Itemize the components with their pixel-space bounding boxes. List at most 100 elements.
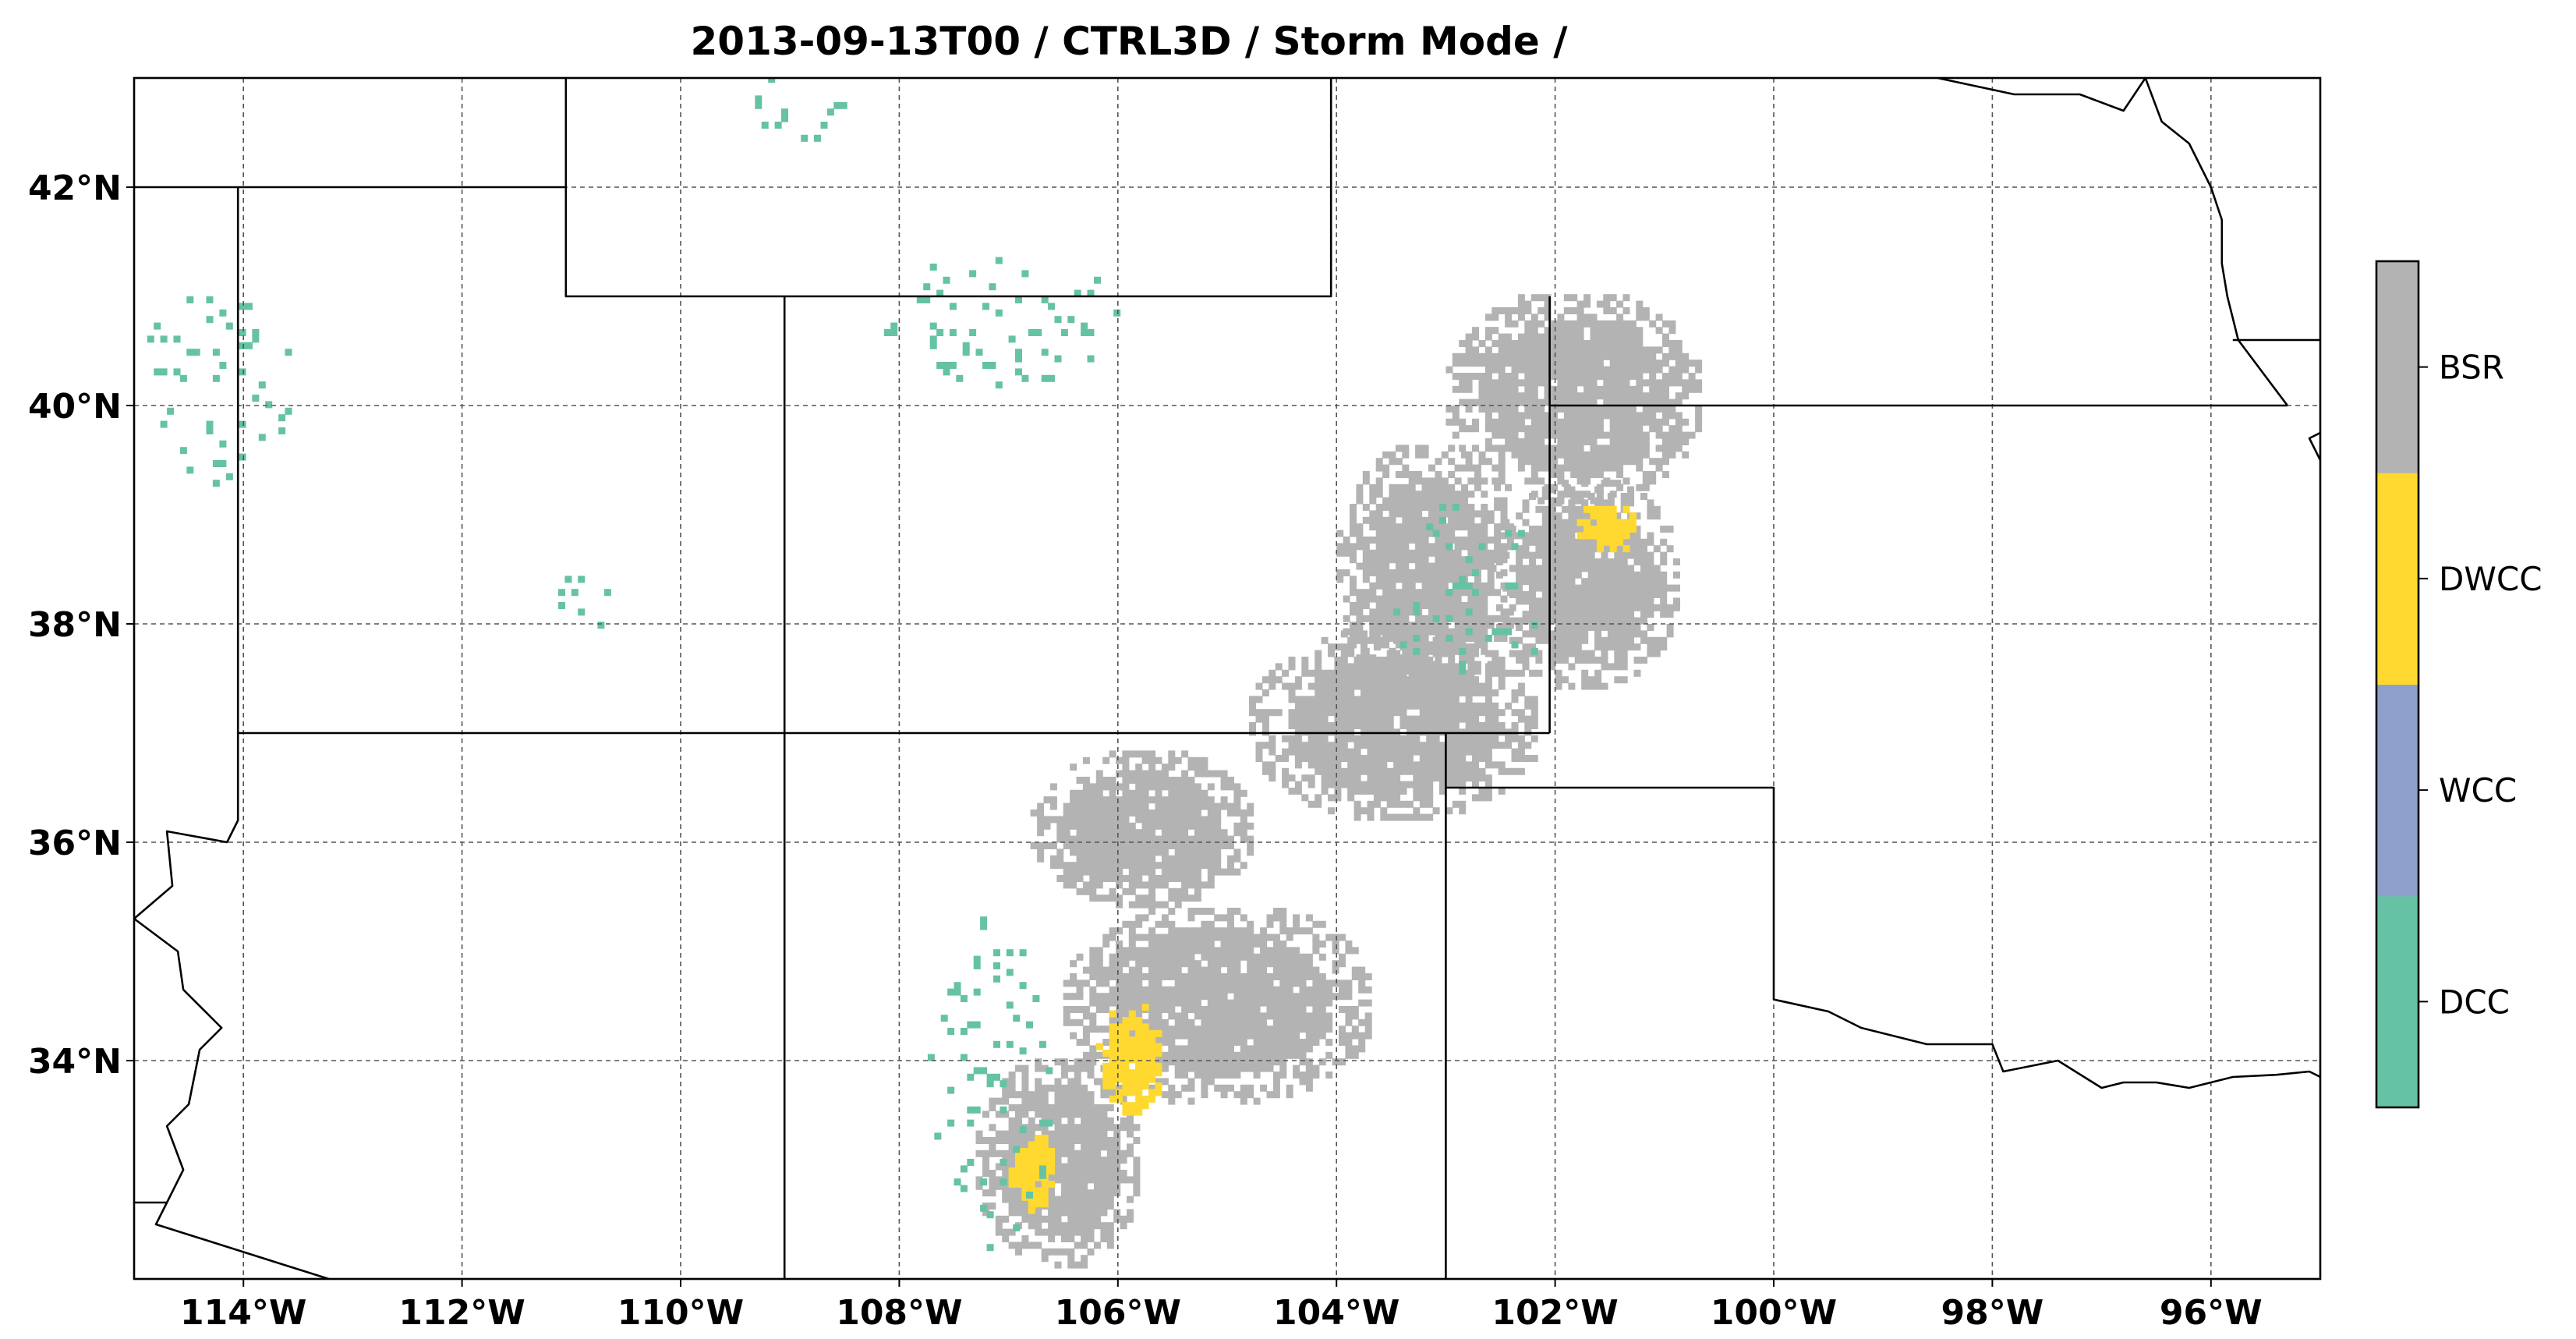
- pixel-bsr: [1260, 1084, 1268, 1092]
- pixel-bsr: [1122, 783, 1130, 791]
- pixel-bsr: [1465, 657, 1473, 664]
- pixel-bsr: [1247, 809, 1254, 817]
- pixel-bsr: [1568, 643, 1576, 651]
- pixel-bsr: [1601, 643, 1608, 651]
- pixel-bsr: [1028, 1117, 1035, 1125]
- pixel-bsr: [1350, 589, 1357, 597]
- pixel-bsr: [1299, 1058, 1307, 1066]
- pixel-bsr: [1035, 1104, 1042, 1111]
- pixel-bsr: [1054, 1176, 1062, 1184]
- pixel-bsr: [1214, 973, 1222, 980]
- pixel-bsr: [1535, 611, 1543, 618]
- pixel-bsr: [1459, 379, 1467, 387]
- pixel-bsr: [1187, 763, 1195, 771]
- pixel-dcc: [597, 622, 605, 629]
- pixel-bsr: [1161, 993, 1169, 1001]
- pixel-bsr: [1187, 933, 1195, 941]
- pixel-bsr: [1056, 816, 1064, 824]
- pixel-bsr: [1636, 464, 1644, 472]
- pixel-bsr: [1347, 794, 1355, 802]
- pixel-bsr: [1574, 650, 1582, 657]
- pixel-bsr: [1563, 333, 1571, 341]
- pixel-bsr: [1207, 822, 1215, 830]
- pixel-bsr: [1484, 781, 1492, 788]
- pixel-bsr: [1498, 307, 1506, 314]
- pixel-bsr: [1207, 1064, 1215, 1072]
- pixel-bsr: [1478, 748, 1486, 756]
- pixel-bsr: [1474, 661, 1481, 668]
- pixel-dcc: [1439, 504, 1446, 511]
- pixel-bsr: [1087, 1203, 1095, 1210]
- pixel-bsr: [1082, 1012, 1090, 1020]
- pixel-bsr: [1002, 1149, 1010, 1157]
- pixel-dcc: [1019, 982, 1027, 990]
- pixel-bsr: [1522, 617, 1530, 625]
- pixel-bsr: [1541, 604, 1549, 611]
- pixel-bsr: [1233, 796, 1241, 804]
- pixel-bsr: [1594, 676, 1602, 684]
- pixel-bsr: [1128, 927, 1136, 935]
- pixel-bsr: [1260, 1051, 1268, 1059]
- pixel-bsr: [1491, 418, 1499, 426]
- pixel-bsr: [1328, 755, 1335, 762]
- pixel-bsr: [1415, 562, 1423, 570]
- pixel-bsr: [1629, 406, 1637, 413]
- pixel-bsr: [1082, 829, 1090, 837]
- pixel-bsr: [1054, 1157, 1062, 1164]
- pixel-bsr: [1279, 940, 1287, 948]
- pixel-bsr: [1054, 1170, 1062, 1177]
- pixel-bsr: [1305, 966, 1313, 974]
- pixel-dcc: [1015, 355, 1022, 363]
- pixel-bsr: [1168, 802, 1176, 810]
- pixel-bsr: [1312, 920, 1320, 928]
- pixel-bsr: [1478, 392, 1486, 400]
- pixel-bsr: [1174, 822, 1182, 830]
- pixel-bsr: [1382, 556, 1390, 564]
- pixel-bsr: [1207, 1039, 1215, 1046]
- pixel-bsr: [1116, 796, 1123, 804]
- pixel-bsr: [1081, 1261, 1088, 1269]
- pixel-bsr: [1135, 881, 1143, 889]
- pixel-bsr: [1054, 1143, 1062, 1151]
- pixel-bsr: [1247, 947, 1254, 955]
- pixel-bsr: [1524, 722, 1532, 729]
- pixel-bsr: [1035, 1064, 1042, 1072]
- pixel-bsr: [1305, 1078, 1313, 1086]
- pixel-bsr: [1393, 696, 1401, 703]
- pixel-bsr: [1116, 783, 1123, 791]
- pixel-bsr: [1655, 327, 1663, 335]
- pixel-bsr: [1448, 516, 1456, 524]
- pixel-bsr: [1109, 835, 1116, 843]
- pixel-dwcc: [1148, 1069, 1156, 1077]
- pixel-bsr: [1448, 491, 1456, 498]
- pixel-bsr: [1380, 636, 1388, 644]
- pixel-bsr: [1609, 458, 1617, 466]
- pixel-bsr: [1307, 709, 1315, 717]
- pixel-bsr: [1428, 628, 1435, 636]
- pixel-bsr: [1563, 352, 1571, 360]
- pixel-bsr: [1294, 748, 1302, 756]
- pixel-bsr: [1286, 1091, 1293, 1099]
- pixel-bsr: [1028, 1130, 1035, 1138]
- pixel-bsr: [1367, 722, 1375, 729]
- pixel-bsr: [1060, 1149, 1068, 1157]
- pixel-bsr: [1557, 340, 1565, 347]
- pixel-bsr: [989, 1143, 996, 1151]
- pixel-bsr: [1386, 813, 1394, 821]
- pixel-bsr: [1537, 445, 1545, 452]
- pixel-bsr: [1367, 689, 1375, 696]
- pixel-bsr: [1128, 862, 1136, 870]
- pixel-bsr: [1056, 862, 1064, 870]
- pixel-bsr: [1187, 796, 1195, 804]
- pixel-bsr: [1563, 399, 1571, 406]
- pixel-bsr: [1574, 538, 1582, 546]
- pixel-bsr: [1113, 1170, 1121, 1177]
- pixel-dwcc: [1041, 1160, 1049, 1168]
- pixel-bsr: [1063, 835, 1070, 843]
- pixel-bsr: [1393, 735, 1401, 742]
- pixel-bsr: [1240, 993, 1247, 1001]
- pixel-bsr: [1517, 392, 1525, 400]
- pixel-bsr: [1583, 418, 1591, 426]
- pixel-bsr: [1448, 595, 1456, 603]
- pixel-bsr: [1505, 320, 1513, 328]
